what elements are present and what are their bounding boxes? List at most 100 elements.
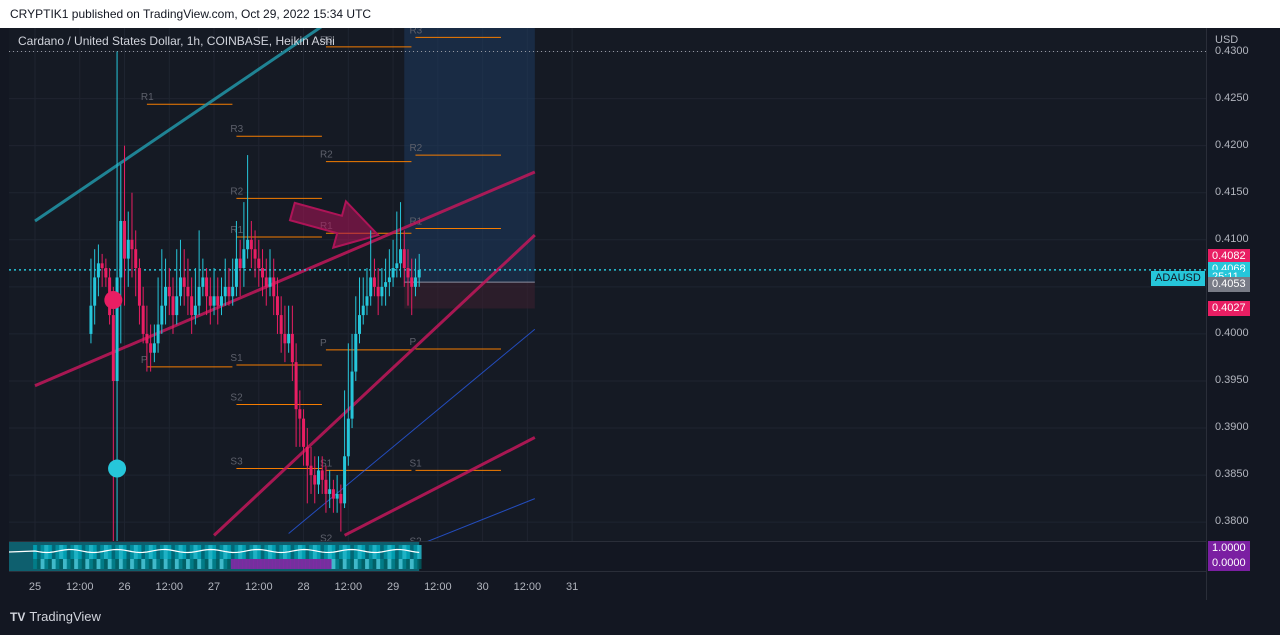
indicator-cell [268,559,273,569]
candle-body [100,263,104,269]
indicator-cell [256,545,262,559]
indicator-cell [338,545,344,559]
candle-body [249,239,253,250]
indicator-cell [156,545,161,559]
footer: TV TradingView [0,600,1280,635]
indicator-cell [350,559,355,569]
candle-body [141,305,145,334]
candle-body [156,324,160,344]
indicator-cell [290,559,295,569]
indicator-cell [312,559,318,569]
indicator-cell [115,559,120,569]
indicator-cell [148,545,153,559]
time-label: 26 [118,581,130,593]
indicator-cell [305,545,310,559]
indicator-cell [178,559,183,569]
pivot-label-p: P [409,337,416,348]
indicator-cell [193,559,198,569]
indicator-cell [204,545,209,559]
indicator-cell [104,545,109,559]
indicator-cell [249,545,254,559]
indicator-cell [122,559,127,569]
candle-body [384,282,388,287]
candle-body [354,333,358,372]
candle-body [205,277,209,297]
chart-frame[interactable]: R1PR3R2R1S1S2S3R3R2R1PS1S2R3R2R1PS1S2 Ca… [9,28,1272,601]
price-chart-svg[interactable]: R1PR3R2R1S1S2S3R3R2R1PS1S2R3R2R1PS1S2 [9,28,1206,541]
signal-marker [104,291,123,310]
indicator-cell [159,559,165,569]
indicator-pane[interactable] [9,541,1206,572]
indicator-cell [357,545,362,559]
candle-body [365,296,369,306]
indicator-cell [215,545,221,559]
time-label: 12:00 [66,581,94,593]
indicator-cell [394,559,400,569]
candle-body [182,277,186,287]
indicator-cell [402,559,407,569]
candle-body [417,269,421,278]
indicator-cell [227,559,232,569]
trendline-pink-channel [213,233,536,537]
pivot-label-s2: S2 [320,534,333,541]
candle-body [164,286,168,306]
indicator-cell [74,545,79,559]
publish-bar: CRYPTIK1 published on TradingView.com, O… [0,0,1280,28]
trendline-teal-upper [34,28,323,223]
indicator-cell [33,545,38,559]
indicator-cell [152,559,157,569]
indicator-cell [357,559,362,569]
indicator-cell [346,559,351,569]
price-tick: 0.3950 [1215,373,1249,386]
candle-body [335,493,339,499]
indicator-cell [33,559,38,569]
time-axis[interactable]: 25 12:00 26 12:00 27 12:00 28 12:00 29 12:00 30 12:… [9,571,1206,601]
indicator-cell [290,545,295,559]
candle-body [197,286,201,306]
indicator-cell [365,559,370,569]
indicator-cell [171,559,176,569]
indicator-cell [391,545,396,559]
indicator-cell [256,559,262,569]
tradingview-logo[interactable]: TV TradingView [10,609,101,624]
indicator-cell [74,559,79,569]
indicator-cell [107,545,112,559]
candle-body [298,409,302,419]
indicator-cell [342,545,347,559]
indicator-cell [268,545,273,559]
indicator-cell [118,559,124,569]
indicator-cell [383,545,388,559]
candle-body [104,268,108,278]
indicator-cell [398,545,403,559]
indicator-cell [264,545,269,559]
down-arrow-annotation [288,199,381,250]
price-scale[interactable]: USD 0.43000.42500.42000.41500.41000.4050… [1206,28,1272,600]
indicator-cell [171,545,176,559]
candle-body [223,286,227,297]
candle-body [339,493,343,504]
indicator-cell [406,545,411,559]
candle-body [261,268,265,278]
time-label: 27 [208,581,220,593]
candle-body [324,479,328,494]
pivot-label-s2: S2 [409,537,422,541]
indicator-cell [312,545,318,559]
price-tick: 0.3850 [1215,468,1249,481]
signal-marker [108,459,127,478]
indicator-cell [81,545,86,559]
price-tick: 0.3800 [1215,515,1249,528]
time-label: 28 [297,581,309,593]
candle-body [253,249,257,259]
candle-body [399,249,403,264]
indicator-cell [89,559,94,569]
indicator-cell [66,559,71,569]
main-chart-pane[interactable]: R1PR3R2R1S1S2S3R3R2R1PS1S2R3R2R1PS1S2 Ca… [9,28,1206,541]
price-tick: 0.4300 [1215,44,1249,57]
tradingview-brand: TradingView [29,609,101,624]
indicator-svg [9,542,422,572]
candle-body [369,277,373,297]
candle-body [331,489,335,499]
candle-body [152,343,156,353]
indicator-cell [44,559,49,569]
candle-body [346,418,350,457]
